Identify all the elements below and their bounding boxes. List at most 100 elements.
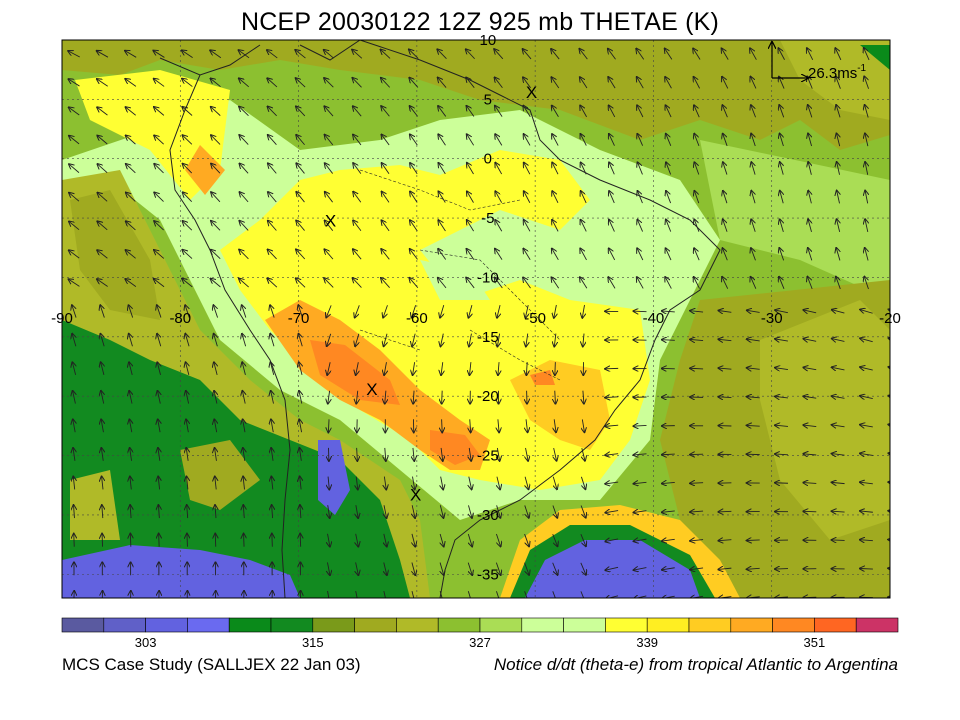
wind-vector xyxy=(775,425,789,426)
wind-vector xyxy=(126,193,136,202)
wind-vector xyxy=(552,562,558,575)
wind-vector xyxy=(747,397,760,398)
wind-vector xyxy=(72,362,75,376)
wind-vector xyxy=(694,248,700,261)
wind-vector xyxy=(125,79,137,87)
wind-vector xyxy=(466,106,475,117)
wind-vector xyxy=(524,591,529,598)
wind-vector xyxy=(126,107,136,116)
wind-vector xyxy=(780,191,783,204)
wind-vector xyxy=(860,396,873,399)
wind-vector xyxy=(352,50,363,59)
wind-vector xyxy=(723,219,728,232)
wind-vector xyxy=(215,477,216,490)
wind-vector xyxy=(413,390,414,404)
wind-vector xyxy=(441,476,443,490)
field-blue-sw xyxy=(62,545,300,598)
wind-vector xyxy=(185,305,190,318)
wind-vector xyxy=(775,569,789,570)
wind-vector xyxy=(605,482,619,484)
lat-tick-label: 5 xyxy=(484,91,492,108)
wind-vector xyxy=(211,192,221,203)
wind-vector xyxy=(837,219,840,233)
wind-vector xyxy=(327,362,330,375)
wind-vector xyxy=(494,49,504,60)
wind-vector xyxy=(497,304,500,318)
wind-vector xyxy=(751,162,755,175)
wind-vector xyxy=(438,163,446,175)
wind-vector xyxy=(239,107,249,117)
wind-vector xyxy=(158,419,160,433)
wind-vector xyxy=(525,476,528,490)
wind-vector xyxy=(865,105,869,118)
wind-vector xyxy=(803,425,817,427)
wind-vector xyxy=(551,49,560,60)
colorbar-swatch xyxy=(521,617,564,633)
wind-vector xyxy=(73,419,75,433)
wind-vector xyxy=(636,49,645,60)
wind-vector xyxy=(552,220,559,232)
wind-vector xyxy=(356,476,358,490)
wind-vector xyxy=(580,106,587,118)
wind-vector xyxy=(157,305,162,318)
wind-vector xyxy=(634,482,647,483)
coastlines xyxy=(159,40,721,598)
wind-vector xyxy=(102,505,103,519)
wind-vector xyxy=(214,362,217,376)
wind-vector xyxy=(690,483,704,484)
wind-vector xyxy=(272,505,273,519)
lon-tick-label: -80 xyxy=(169,310,191,327)
colorbar-swatch xyxy=(145,617,188,633)
wind-vector xyxy=(385,390,386,404)
wind-vector xyxy=(385,447,386,461)
wind-vector xyxy=(666,248,672,261)
wind-vector xyxy=(469,476,472,490)
wind-vector xyxy=(295,50,306,59)
wind-vector xyxy=(438,106,447,117)
wind-vector xyxy=(353,220,362,232)
wind-vector xyxy=(439,591,443,598)
wind-vector xyxy=(893,248,896,261)
colorbar-swatch xyxy=(646,617,690,633)
wind-vector xyxy=(158,448,160,461)
wind-vector xyxy=(467,134,475,146)
wind-vector xyxy=(69,136,80,145)
wind-vector xyxy=(383,305,388,317)
wind-vector xyxy=(268,135,277,145)
wind-vector xyxy=(609,162,615,175)
wind-vector xyxy=(101,448,103,461)
wind-vector xyxy=(751,191,755,204)
wind-vector xyxy=(495,562,500,575)
wind-vector xyxy=(125,279,137,287)
wind-vector xyxy=(634,596,647,598)
wind-vector xyxy=(747,339,760,341)
wind-vector xyxy=(860,569,873,570)
wind-vector xyxy=(666,134,672,146)
wind-vector xyxy=(747,310,760,312)
wind-vector xyxy=(523,77,531,89)
wind-vector xyxy=(832,310,845,313)
wind-vector xyxy=(299,448,301,461)
wind-vector xyxy=(210,50,222,59)
wind-vector xyxy=(690,596,704,598)
wind-vector xyxy=(438,220,446,232)
wind-vector xyxy=(860,310,873,314)
wind-vector xyxy=(97,51,109,58)
wind-vector xyxy=(832,425,845,427)
wind-vector xyxy=(524,163,531,175)
wind-vector xyxy=(154,250,165,259)
wind-vector xyxy=(832,339,845,342)
wind-vector xyxy=(495,278,503,289)
wind-vector xyxy=(381,106,390,117)
wind-vector xyxy=(126,135,136,145)
wind-vector xyxy=(832,367,845,370)
wind-vector xyxy=(750,77,757,89)
wind-vector xyxy=(694,105,700,118)
wind-vector xyxy=(355,305,360,317)
wind-vector xyxy=(718,540,732,541)
wind-vector xyxy=(300,505,301,519)
wind-vector xyxy=(154,79,165,87)
wind-vector xyxy=(780,162,783,175)
wind-vector xyxy=(97,250,108,259)
wind-vector xyxy=(69,250,80,259)
